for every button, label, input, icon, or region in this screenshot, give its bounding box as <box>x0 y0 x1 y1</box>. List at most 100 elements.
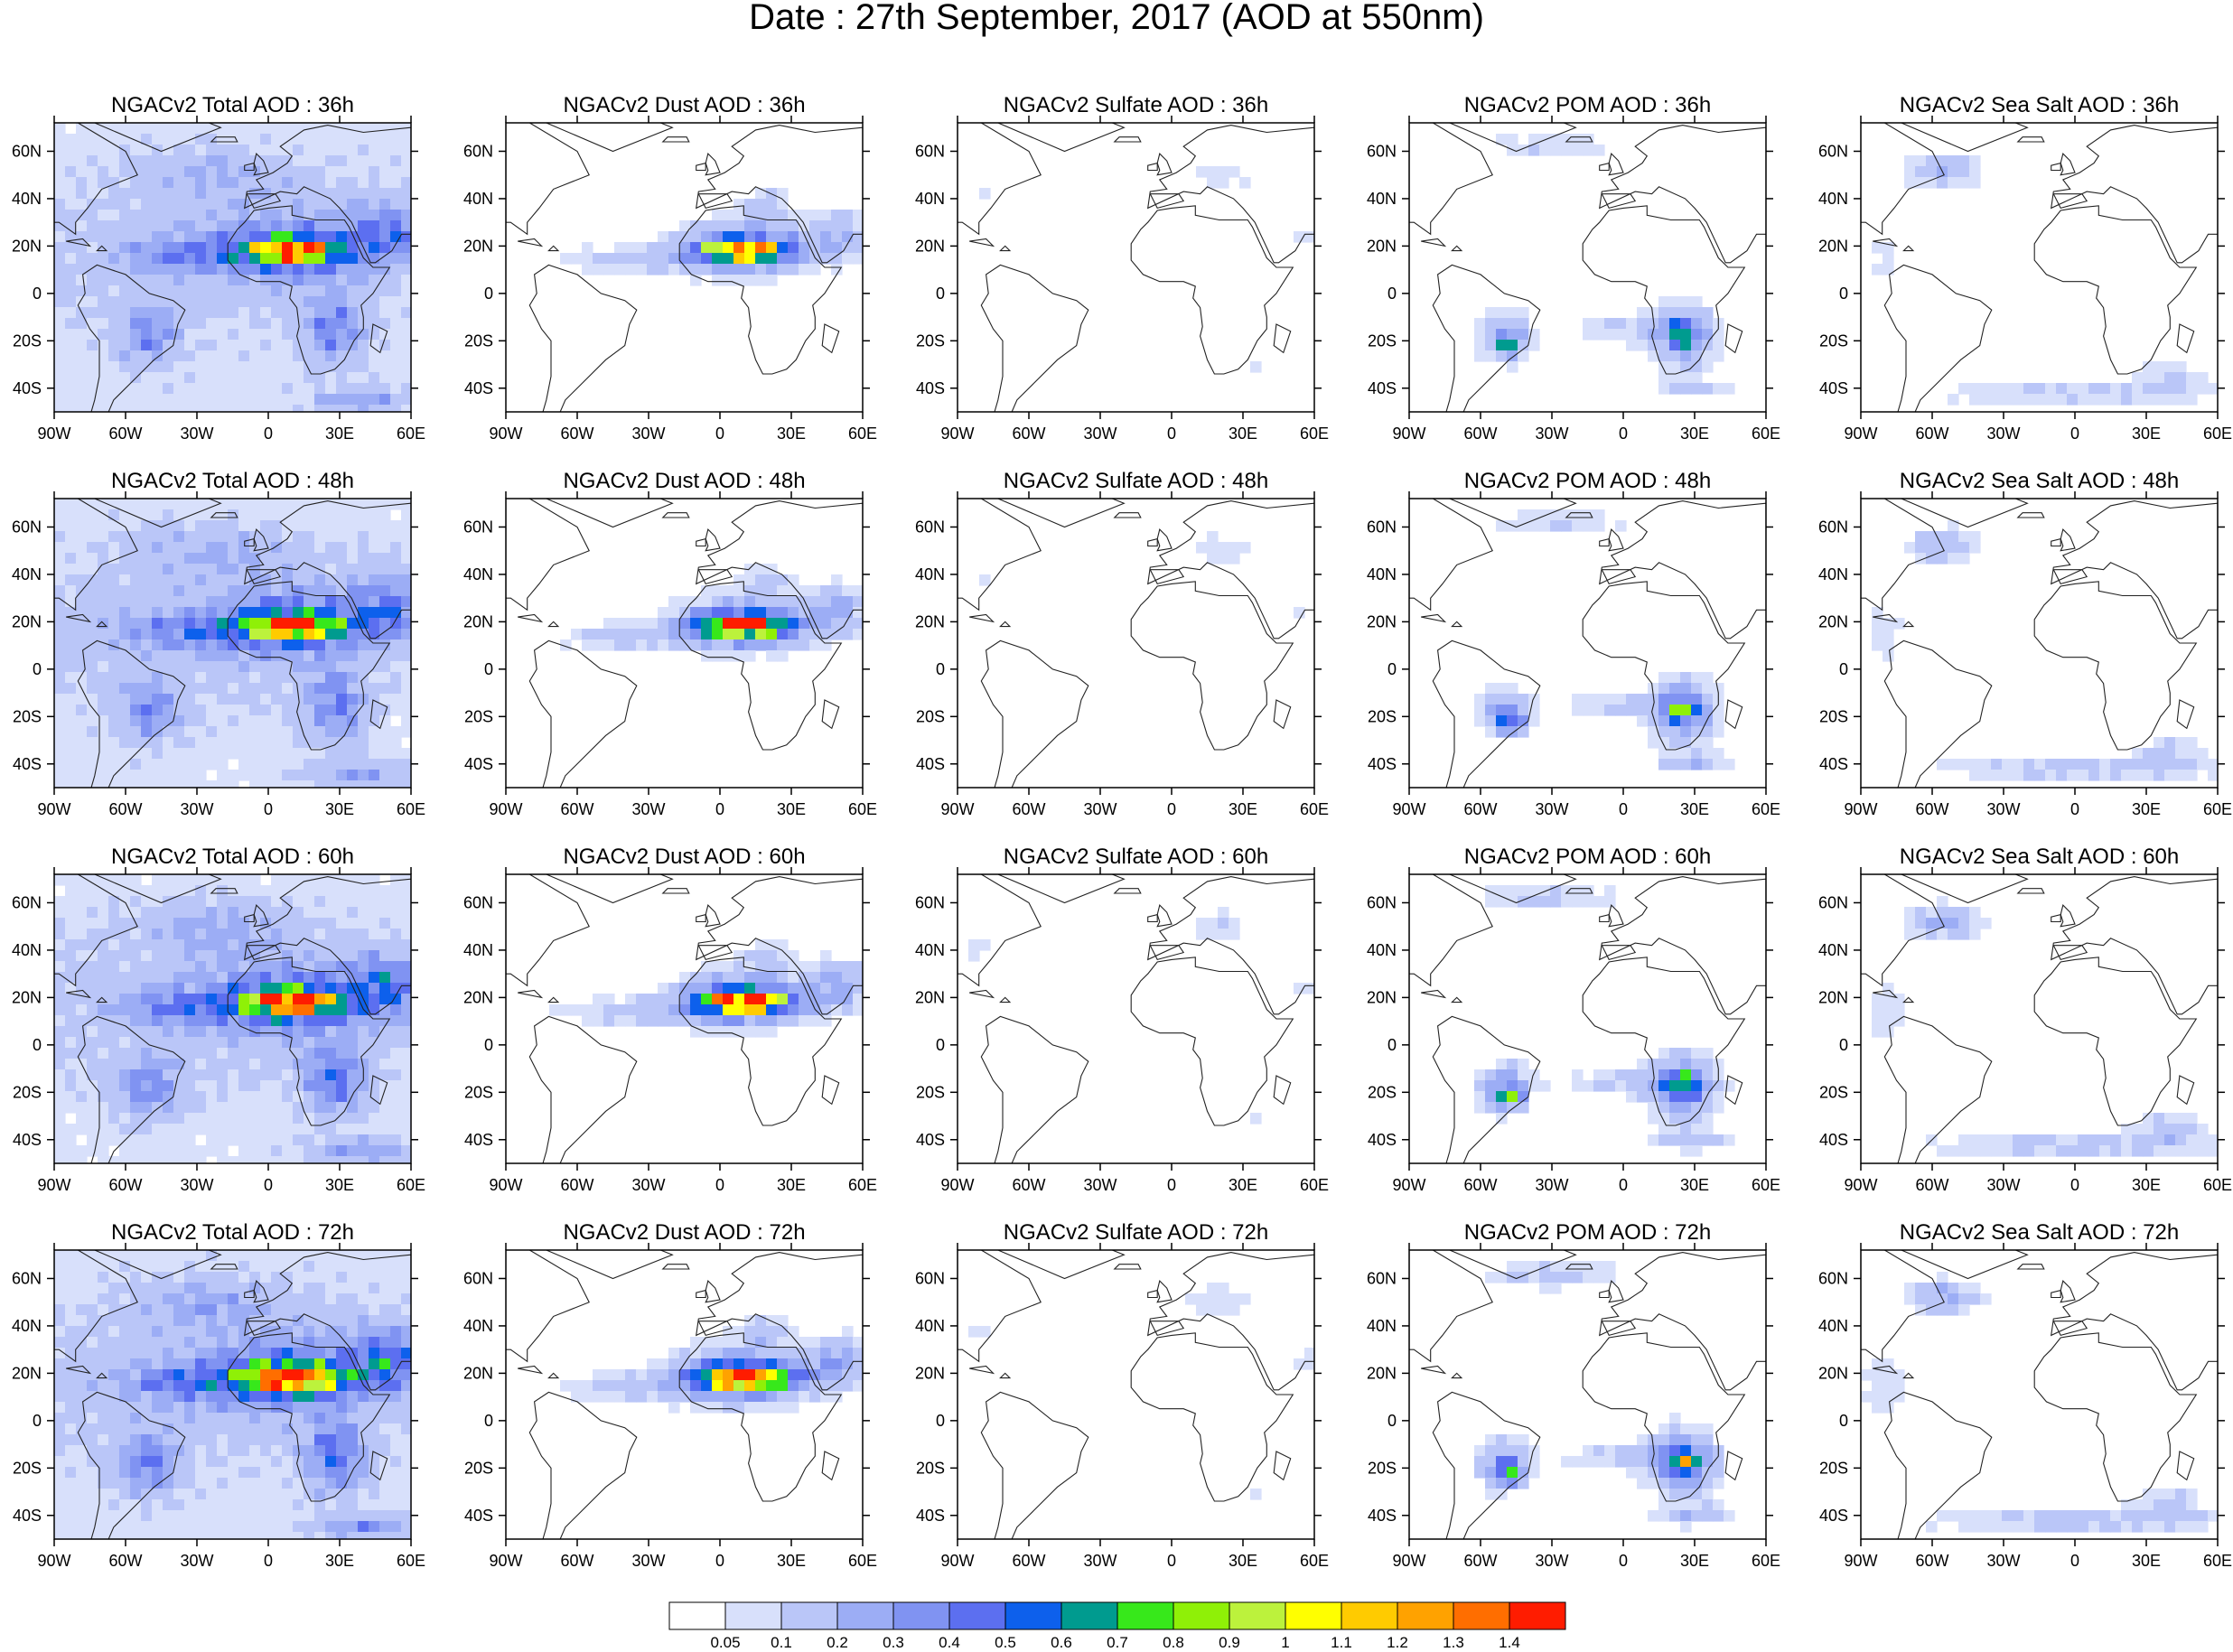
aod-cell <box>65 361 77 373</box>
aod-cell <box>379 553 391 565</box>
y-tick-label: 40N <box>463 190 493 208</box>
aod-cell <box>1496 1080 1508 1092</box>
aod-cell <box>1691 1059 1703 1070</box>
aod-cell <box>325 983 337 994</box>
aod-cell <box>358 275 369 286</box>
aod-cell <box>141 748 153 760</box>
aod-cell <box>304 1080 315 1092</box>
y-tick-label: 60N <box>463 142 493 160</box>
coastline <box>528 264 638 412</box>
aod-cell <box>1518 1059 1529 1070</box>
aod-cell <box>163 509 174 521</box>
aod-cell <box>217 1348 229 1359</box>
aod-cell <box>195 253 207 265</box>
aod-cell <box>1593 694 1605 705</box>
aod-cell <box>293 177 304 189</box>
aod-cell <box>163 1004 174 1016</box>
aod-cell <box>54 1304 66 1316</box>
aod-cell <box>347 585 359 597</box>
coastline <box>999 996 1012 1003</box>
aod-cell <box>76 726 88 738</box>
aod-cell <box>723 650 734 662</box>
aod-cell <box>87 499 98 510</box>
aod-cell <box>325 607 337 619</box>
coastline <box>1582 205 1746 375</box>
aod-cell <box>76 705 88 716</box>
aod-cell <box>690 983 702 994</box>
coastline <box>1861 499 1945 611</box>
aod-cell <box>390 1037 402 1049</box>
aod-cell <box>390 166 402 178</box>
aod-cell <box>853 983 863 994</box>
aod-cell <box>249 340 261 351</box>
aod-cell <box>701 629 713 640</box>
aod-cell <box>130 694 142 705</box>
aod-cell <box>184 1026 196 1038</box>
aod-cell <box>358 780 369 788</box>
aod-cell <box>347 1391 359 1403</box>
aod-cell <box>304 983 315 994</box>
aod-cell <box>249 350 261 362</box>
aod-cell <box>744 275 756 286</box>
aod-cell <box>2143 361 2154 373</box>
aod-cell <box>1893 618 1905 630</box>
aod-cell <box>141 607 153 619</box>
aod-cell <box>65 950 77 962</box>
aod-cell <box>401 134 411 145</box>
aod-cell <box>206 896 218 908</box>
aod-cell <box>788 1004 799 1016</box>
aod-cell <box>260 639 272 651</box>
aod-cell <box>65 694 77 705</box>
aod-cell <box>293 509 304 521</box>
aod-cell <box>571 253 583 265</box>
aod-cell <box>238 123 250 135</box>
aod-cell <box>87 1315 98 1327</box>
x-tick-label: 30E <box>1680 425 1709 443</box>
aod-cell <box>195 340 207 351</box>
aod-cell <box>347 683 359 695</box>
aod-cell <box>2164 394 2176 406</box>
aod-cell <box>401 639 411 651</box>
aod-cell <box>98 372 109 384</box>
aod-cell <box>379 672 391 684</box>
aod-cell <box>1572 896 1584 908</box>
aod-cell <box>184 275 196 286</box>
coastline <box>1565 888 1593 894</box>
aod-cell <box>195 1059 207 1070</box>
aod-cell <box>98 394 109 406</box>
aod-cell <box>336 134 348 145</box>
aod-cell <box>401 318 411 330</box>
aod-cell <box>2197 1145 2209 1157</box>
aod-cell <box>108 383 120 395</box>
aod-cell <box>369 1326 380 1338</box>
x-tick-label: 60W <box>560 1176 593 1194</box>
aod-cell <box>766 275 778 286</box>
aod-cell <box>1196 166 1208 178</box>
aod-cell <box>260 596 272 608</box>
aod-cell <box>347 1048 359 1059</box>
aod-cell <box>217 318 229 330</box>
aod-cell <box>108 1272 120 1283</box>
aod-cell <box>369 1261 380 1273</box>
aod-cell <box>347 1004 359 1016</box>
aod-cell <box>206 1134 218 1146</box>
aod-cell <box>304 1293 315 1305</box>
aod-cell <box>766 1026 778 1038</box>
aod-cell <box>65 1402 77 1414</box>
aod-cell <box>293 553 304 565</box>
aod-cell <box>87 939 98 951</box>
aod-cell <box>119 770 131 781</box>
aod-cell <box>293 405 304 412</box>
aod-cell <box>625 253 637 265</box>
aod-cell <box>701 220 713 232</box>
aod-cell <box>119 994 131 1005</box>
aod-cell <box>390 994 402 1005</box>
aod-cell <box>336 1369 348 1381</box>
aod-cell <box>369 961 380 973</box>
aod-cell <box>325 1348 337 1359</box>
aod-cell <box>130 1283 142 1294</box>
aod-cell <box>206 1113 218 1125</box>
aod-cell <box>206 907 218 919</box>
aod-cell <box>636 994 648 1005</box>
aod-cell <box>1485 1069 1497 1081</box>
